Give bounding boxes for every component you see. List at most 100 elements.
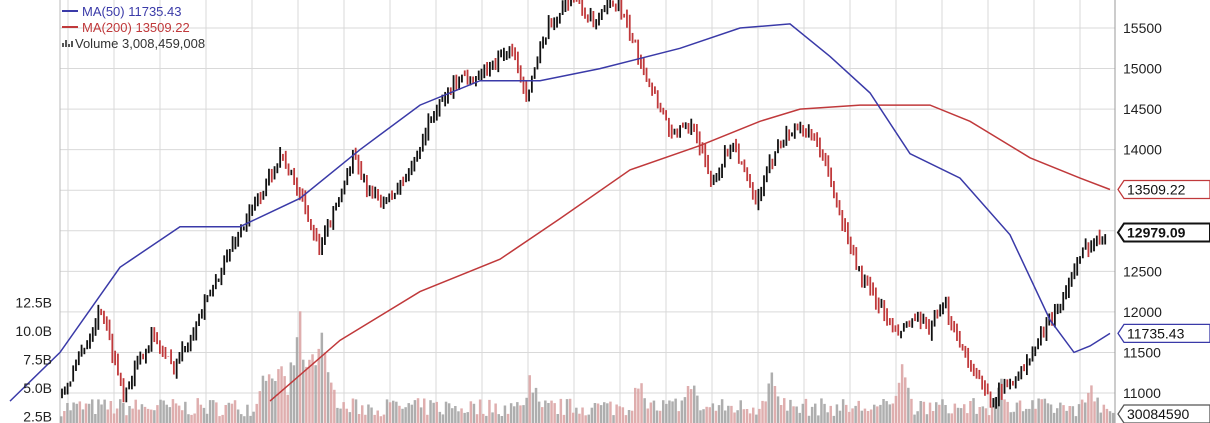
volume-bar [128, 406, 131, 423]
volume-bars [60, 311, 1115, 423]
volume-bar [599, 405, 603, 423]
volume-bar [658, 410, 662, 423]
volume-bar [1021, 411, 1025, 423]
volume-bar [398, 405, 401, 423]
volume-bar [491, 412, 494, 423]
volume-bar [764, 401, 767, 423]
volume-bar [755, 414, 758, 423]
volume-bar [572, 412, 575, 423]
volume-bar [907, 387, 910, 423]
volume-bar [1015, 402, 1019, 423]
volume-bar [292, 365, 296, 423]
volume-bar [271, 378, 274, 423]
volume-bar [876, 406, 879, 423]
volume-bar [1111, 412, 1115, 423]
volume-bar [81, 409, 85, 423]
volume-bar [671, 401, 674, 423]
volume-bar [330, 382, 333, 423]
price-tick-label: 15000 [1123, 61, 1162, 77]
volume-bar [212, 400, 215, 423]
volume-bar [60, 416, 63, 423]
volume-bar [1080, 399, 1084, 423]
volume-bar [845, 404, 848, 423]
volume-bar [959, 408, 963, 423]
volume-bar [736, 410, 739, 423]
volume-tick-label: 5.0B [23, 380, 52, 396]
volume-bar [230, 403, 234, 423]
volume-bar [181, 410, 184, 423]
volume-bar [252, 411, 255, 423]
volume-bar [873, 404, 876, 423]
volume-bar [196, 398, 199, 423]
volume-bar [1034, 408, 1037, 423]
volume-bar [931, 411, 935, 423]
volume-bar [748, 413, 752, 423]
volume-bar [336, 407, 339, 423]
volume-bar [63, 411, 66, 423]
volume-bar [897, 382, 901, 423]
volume-bars-icon [62, 40, 73, 47]
volume-bar [727, 405, 730, 423]
volume-bar [674, 398, 677, 423]
volume-bar [817, 415, 820, 423]
volume-bar [283, 376, 286, 423]
volume-bar [752, 407, 755, 423]
price-tick-label: 12000 [1123, 304, 1162, 320]
volume-bar [463, 412, 466, 423]
volume-bar [575, 407, 578, 423]
volume-bar [171, 399, 175, 423]
volume-bar [1046, 403, 1050, 423]
volume-bar [320, 332, 324, 423]
volume-bar [745, 409, 749, 423]
volume-bar [761, 400, 764, 423]
volume-bar [981, 406, 985, 423]
volume-bar [348, 412, 352, 423]
volume-bar [361, 405, 364, 423]
volume-bar [249, 415, 252, 423]
volume-bar [1056, 408, 1059, 423]
volume-bar [739, 400, 742, 423]
volume-bar [919, 401, 922, 423]
volume-bar [1102, 404, 1106, 423]
volume-bar [261, 375, 265, 423]
volume-bar [643, 398, 646, 423]
value-badge-frame [1117, 323, 1210, 343]
volume-axis: 2.5B 5.0B 7.5B 10.0B 12.5B [15, 295, 52, 423]
volume-bar [1052, 412, 1056, 423]
volume-bar [100, 404, 103, 423]
volume-bar [94, 414, 97, 423]
volume-bar [621, 407, 625, 423]
volume-bar [814, 403, 817, 423]
volume-bar [804, 398, 808, 423]
volume-bar [717, 405, 721, 423]
volume-bar [376, 410, 379, 423]
volume-bar [1040, 399, 1043, 423]
volume-bar [115, 408, 119, 423]
volume-bar [413, 400, 417, 423]
volume-tick-label: 10.0B [15, 323, 52, 339]
volume-bar [143, 406, 147, 423]
volume-bar [357, 414, 361, 423]
volume-bar [140, 404, 144, 423]
volume-bar [199, 404, 203, 423]
volume-bar [680, 400, 684, 423]
volume-bar [1009, 412, 1012, 423]
volume-bar [963, 404, 966, 423]
volume-bar [190, 414, 193, 423]
volume-bar [696, 395, 699, 423]
volume-bar [246, 404, 249, 423]
volume-bar [317, 348, 320, 423]
volume-bar [590, 407, 594, 423]
volume-bar [773, 386, 777, 423]
volume-bar [97, 399, 100, 423]
volume-bar [801, 403, 805, 423]
volume-bar [1077, 404, 1081, 423]
volume-tick-label: 2.5B [23, 409, 52, 423]
volume-bar [869, 409, 873, 423]
volume-bar [1006, 401, 1009, 423]
volume-bar [423, 398, 426, 423]
volume-bar [662, 400, 665, 423]
volume-bar [351, 398, 355, 423]
volume-bar [699, 410, 702, 423]
